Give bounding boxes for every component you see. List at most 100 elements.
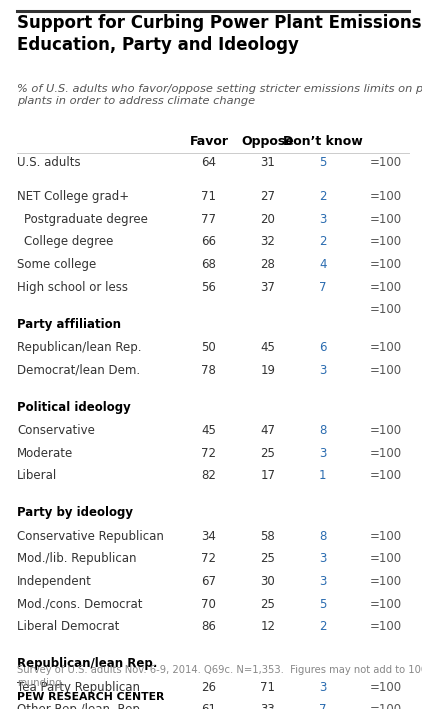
Text: 4: 4 (319, 258, 327, 271)
Text: Republican/lean Rep.: Republican/lean Rep. (17, 341, 141, 354)
Text: Independent: Independent (17, 575, 92, 588)
Text: =100: =100 (370, 620, 402, 633)
Text: 56: 56 (201, 281, 216, 294)
Text: =100: =100 (370, 424, 402, 437)
Text: =100: =100 (370, 364, 402, 376)
Text: 28: 28 (260, 258, 276, 271)
Text: =100: =100 (370, 156, 402, 169)
Text: =100: =100 (370, 213, 402, 225)
Text: 3: 3 (319, 447, 327, 459)
Text: =100: =100 (370, 598, 402, 610)
Text: 33: 33 (261, 703, 275, 709)
Text: 68: 68 (201, 258, 216, 271)
Text: Democrat/lean Dem.: Democrat/lean Dem. (17, 364, 140, 376)
Text: =100: =100 (370, 552, 402, 565)
Text: 5: 5 (319, 598, 327, 610)
Text: 31: 31 (260, 156, 276, 169)
Text: 6: 6 (319, 341, 327, 354)
Text: 12: 12 (260, 620, 276, 633)
Text: 58: 58 (261, 530, 275, 542)
Text: 25: 25 (260, 552, 276, 565)
Text: 32: 32 (260, 235, 276, 248)
Text: Liberal Democrat: Liberal Democrat (17, 620, 119, 633)
Text: 45: 45 (201, 424, 216, 437)
Text: NET College grad+: NET College grad+ (17, 190, 129, 203)
Text: Other Rep./lean  Rep.: Other Rep./lean Rep. (17, 703, 143, 709)
Text: Tea Party Republican: Tea Party Republican (17, 681, 140, 693)
Text: Conservative Republican: Conservative Republican (17, 530, 164, 542)
Text: =100: =100 (370, 575, 402, 588)
Text: 7: 7 (319, 281, 327, 294)
Text: 3: 3 (319, 681, 327, 693)
Text: 25: 25 (260, 598, 276, 610)
Text: =100: =100 (370, 281, 402, 294)
Text: Some college: Some college (17, 258, 96, 271)
Text: Republican/lean Rep.: Republican/lean Rep. (17, 657, 157, 670)
Text: 25: 25 (260, 447, 276, 459)
Text: 19: 19 (260, 364, 276, 376)
Text: 2: 2 (319, 190, 327, 203)
Text: Moderate: Moderate (17, 447, 73, 459)
Text: =100: =100 (370, 190, 402, 203)
Text: =100: =100 (370, 681, 402, 693)
Text: 64: 64 (201, 156, 216, 169)
Text: =100: =100 (370, 447, 402, 459)
Text: 26: 26 (201, 681, 216, 693)
Text: 3: 3 (319, 213, 327, 225)
Text: 66: 66 (201, 235, 216, 248)
Text: =100: =100 (370, 469, 402, 482)
Text: 50: 50 (202, 341, 216, 354)
Text: 8: 8 (319, 424, 327, 437)
Text: =100: =100 (370, 341, 402, 354)
Text: 2: 2 (319, 235, 327, 248)
Text: 3: 3 (319, 575, 327, 588)
Text: 71: 71 (201, 190, 216, 203)
Text: Oppose: Oppose (242, 135, 295, 148)
Text: 5: 5 (319, 156, 327, 169)
Text: 34: 34 (201, 530, 216, 542)
Text: High school or less: High school or less (17, 281, 128, 294)
Text: Political ideology: Political ideology (17, 401, 131, 413)
Text: Postgraduate degree: Postgraduate degree (24, 213, 149, 225)
Text: =100: =100 (370, 303, 402, 316)
Text: 78: 78 (201, 364, 216, 376)
Text: =100: =100 (370, 258, 402, 271)
Text: 3: 3 (319, 552, 327, 565)
Text: U.S. adults: U.S. adults (17, 156, 81, 169)
Text: =100: =100 (370, 703, 402, 709)
Text: 45: 45 (260, 341, 276, 354)
Text: 86: 86 (201, 620, 216, 633)
Text: 70: 70 (201, 598, 216, 610)
Text: 37: 37 (260, 281, 276, 294)
Text: Survey of U.S. adults Nov. 6-9, 2014. Q69c. N=1,353.  Figures may not add to 100: Survey of U.S. adults Nov. 6-9, 2014. Q6… (17, 665, 422, 688)
Text: Conservative: Conservative (17, 424, 95, 437)
Text: 8: 8 (319, 530, 327, 542)
Text: Support for Curbing Power Plant Emissions, by
Education, Party and Ideology: Support for Curbing Power Plant Emission… (17, 14, 422, 54)
Text: =100: =100 (370, 235, 402, 248)
Text: 17: 17 (260, 469, 276, 482)
Text: Mod./cons. Democrat: Mod./cons. Democrat (17, 598, 142, 610)
Text: 77: 77 (201, 213, 216, 225)
Text: Liberal: Liberal (17, 469, 57, 482)
Text: 61: 61 (201, 703, 216, 709)
Text: 30: 30 (261, 575, 275, 588)
Text: PEW RESEARCH CENTER: PEW RESEARCH CENTER (17, 692, 164, 702)
Text: 47: 47 (260, 424, 276, 437)
Text: % of U.S. adults who favor/oppose setting stricter emissions limits on power
pla: % of U.S. adults who favor/oppose settin… (17, 84, 422, 106)
Text: 82: 82 (201, 469, 216, 482)
Text: Favor: Favor (189, 135, 228, 148)
Text: 20: 20 (260, 213, 276, 225)
Text: 72: 72 (201, 447, 216, 459)
Text: Party by ideology: Party by ideology (17, 506, 133, 519)
Text: Mod./lib. Republican: Mod./lib. Republican (17, 552, 136, 565)
Text: 2: 2 (319, 620, 327, 633)
Text: 67: 67 (201, 575, 216, 588)
Text: 27: 27 (260, 190, 276, 203)
Text: 71: 71 (260, 681, 276, 693)
Text: 7: 7 (319, 703, 327, 709)
Text: Party affiliation: Party affiliation (17, 318, 121, 330)
Text: 1: 1 (319, 469, 327, 482)
Text: College degree: College degree (24, 235, 114, 248)
Text: 3: 3 (319, 364, 327, 376)
Text: =100: =100 (370, 530, 402, 542)
